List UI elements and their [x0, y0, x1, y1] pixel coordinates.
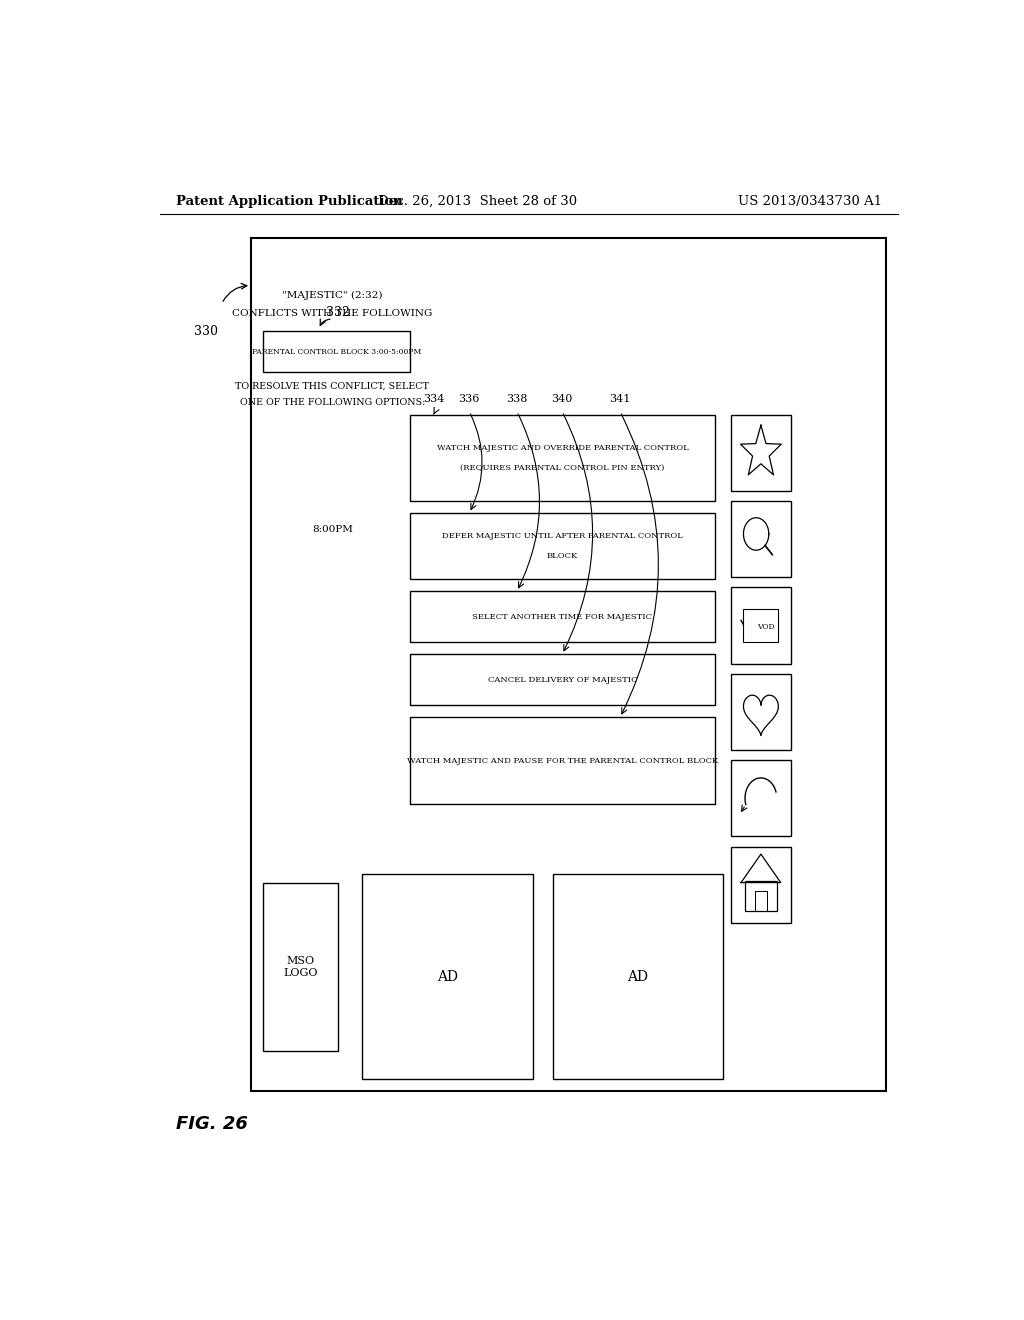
- Text: "MAJESTIC" (2:32): "MAJESTIC" (2:32): [282, 290, 383, 300]
- FancyBboxPatch shape: [362, 874, 532, 1080]
- FancyBboxPatch shape: [263, 331, 410, 372]
- Text: MSO
LOGO: MSO LOGO: [284, 956, 317, 978]
- FancyBboxPatch shape: [553, 874, 723, 1080]
- Text: 341: 341: [609, 395, 631, 404]
- Text: VOD: VOD: [757, 623, 774, 631]
- FancyBboxPatch shape: [410, 513, 715, 579]
- Text: AD: AD: [628, 970, 648, 983]
- FancyBboxPatch shape: [731, 760, 791, 837]
- FancyBboxPatch shape: [410, 718, 715, 804]
- Text: US 2013/0343730 A1: US 2013/0343730 A1: [738, 194, 882, 207]
- Text: TO RESOLVE THIS CONFLICT, SELECT: TO RESOLVE THIS CONFLICT, SELECT: [236, 381, 429, 391]
- FancyBboxPatch shape: [731, 587, 791, 664]
- FancyBboxPatch shape: [731, 846, 791, 923]
- Text: 338: 338: [506, 395, 527, 404]
- Text: DEFER MAJESTIC UNTIL AFTER PARENTAL CONTROL: DEFER MAJESTIC UNTIL AFTER PARENTAL CONT…: [442, 532, 683, 540]
- FancyBboxPatch shape: [731, 414, 791, 491]
- Text: (REQUIRES PARENTAL CONTROL PIN ENTRY): (REQUIRES PARENTAL CONTROL PIN ENTRY): [461, 463, 665, 471]
- FancyBboxPatch shape: [410, 591, 715, 643]
- Text: WATCH MAJESTIC AND PAUSE FOR THE PARENTAL CONTROL BLOCK: WATCH MAJESTIC AND PAUSE FOR THE PARENTA…: [407, 756, 718, 764]
- FancyBboxPatch shape: [410, 655, 715, 705]
- Text: 332: 332: [327, 306, 350, 319]
- FancyBboxPatch shape: [743, 609, 778, 642]
- FancyBboxPatch shape: [263, 883, 338, 1051]
- Text: CANCEL DELIVERY OF MAJESTIC: CANCEL DELIVERY OF MAJESTIC: [487, 676, 637, 684]
- FancyBboxPatch shape: [731, 673, 791, 750]
- Text: FIG. 26: FIG. 26: [176, 1115, 248, 1133]
- Text: AD: AD: [437, 970, 458, 983]
- Text: Dec. 26, 2013  Sheet 28 of 30: Dec. 26, 2013 Sheet 28 of 30: [378, 194, 577, 207]
- Text: CONFLICTS WITH THE FOLLOWING: CONFLICTS WITH THE FOLLOWING: [232, 309, 432, 318]
- FancyBboxPatch shape: [251, 238, 886, 1092]
- Text: ONE OF THE FOLLOWING OPTIONS:: ONE OF THE FOLLOWING OPTIONS:: [240, 397, 425, 407]
- Text: 330: 330: [194, 325, 218, 338]
- Text: 8:00PM: 8:00PM: [312, 525, 353, 533]
- Text: Patent Application Publication: Patent Application Publication: [176, 194, 402, 207]
- Text: 340: 340: [551, 395, 572, 404]
- FancyBboxPatch shape: [731, 500, 791, 577]
- Text: WATCH MAJESTIC AND OVERRIDE PARENTAL CONTROL: WATCH MAJESTIC AND OVERRIDE PARENTAL CON…: [436, 444, 688, 451]
- Text: PARENTAL CONTROL BLOCK 3:00-5:00PM: PARENTAL CONTROL BLOCK 3:00-5:00PM: [252, 347, 421, 355]
- Text: SELECT ANOTHER TIME FOR MAJESTIC: SELECT ANOTHER TIME FOR MAJESTIC: [472, 612, 652, 620]
- Text: 334: 334: [423, 395, 444, 404]
- Text: 336: 336: [459, 395, 480, 404]
- FancyBboxPatch shape: [410, 414, 715, 500]
- Text: BLOCK: BLOCK: [547, 552, 579, 560]
